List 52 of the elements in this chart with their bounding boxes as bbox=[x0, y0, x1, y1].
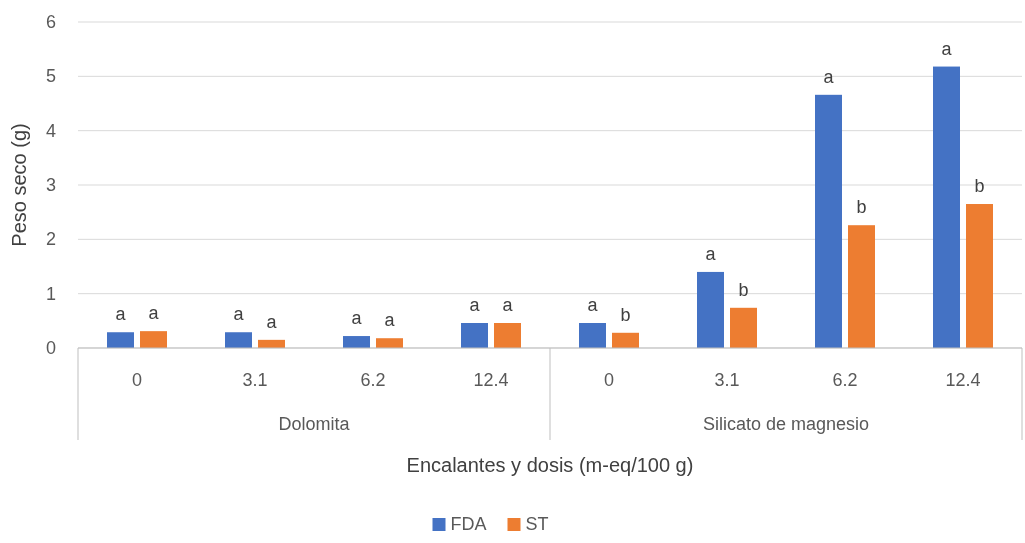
text: Silicato de magnesio bbox=[702, 414, 870, 434]
y-tick-label: 0 bbox=[45, 338, 56, 358]
bar bbox=[225, 332, 252, 348]
data-label: a bbox=[115, 304, 127, 325]
text: Dolomita bbox=[278, 414, 351, 434]
bar bbox=[933, 66, 960, 348]
x-tick-label: 3.1 bbox=[714, 370, 740, 390]
y-tick-label: 1 bbox=[45, 283, 56, 304]
data-label: a bbox=[469, 295, 481, 316]
data-label: a bbox=[502, 295, 514, 316]
data-label: a bbox=[705, 243, 717, 264]
data-label: a bbox=[266, 311, 278, 332]
bar bbox=[494, 323, 521, 348]
data-label: a bbox=[384, 310, 396, 331]
data-label: a bbox=[233, 304, 245, 325]
data-label: a bbox=[148, 303, 160, 324]
data-label: b bbox=[974, 176, 985, 197]
y-axis-title: Peso seco (g) bbox=[8, 123, 30, 247]
x-tick-label: 12.4 bbox=[945, 370, 981, 390]
bar bbox=[343, 336, 370, 348]
x-tick-label: 0 bbox=[603, 370, 615, 390]
bar bbox=[848, 225, 875, 348]
legend-label: FDA bbox=[450, 514, 487, 534]
data-label: b bbox=[856, 197, 867, 218]
data-label: b bbox=[738, 279, 749, 300]
bar bbox=[730, 307, 757, 348]
y-tick-label: 5 bbox=[45, 66, 56, 87]
y-tick-label: 3 bbox=[45, 175, 56, 195]
bar bbox=[140, 331, 167, 348]
x-tick-label: 12.4 bbox=[473, 370, 509, 390]
bar bbox=[815, 94, 842, 348]
bar bbox=[612, 332, 639, 348]
bar bbox=[107, 332, 134, 348]
y-tick-label: 2 bbox=[45, 229, 56, 250]
bar bbox=[966, 204, 993, 348]
x-tick-label: 0 bbox=[131, 370, 143, 390]
bar bbox=[579, 323, 606, 348]
data-label: a bbox=[587, 295, 599, 316]
x-tick-label: 6.2 bbox=[832, 370, 858, 390]
y-tick-label: 4 bbox=[45, 120, 56, 141]
x-axis-title: Encalantes y dosis (m-eq/100 g) bbox=[406, 454, 694, 476]
x-tick-label: 6.2 bbox=[360, 370, 386, 390]
data-label: a bbox=[351, 308, 363, 329]
data-label: b bbox=[620, 304, 631, 325]
data-label: a bbox=[941, 38, 953, 59]
x-tick-label: 3.1 bbox=[242, 370, 268, 390]
bar bbox=[376, 338, 403, 348]
bar bbox=[461, 323, 488, 348]
bar bbox=[697, 271, 724, 348]
legend-label: ST bbox=[525, 514, 549, 534]
data-label: a bbox=[823, 66, 835, 87]
y-tick-label: 6 bbox=[45, 12, 56, 32]
